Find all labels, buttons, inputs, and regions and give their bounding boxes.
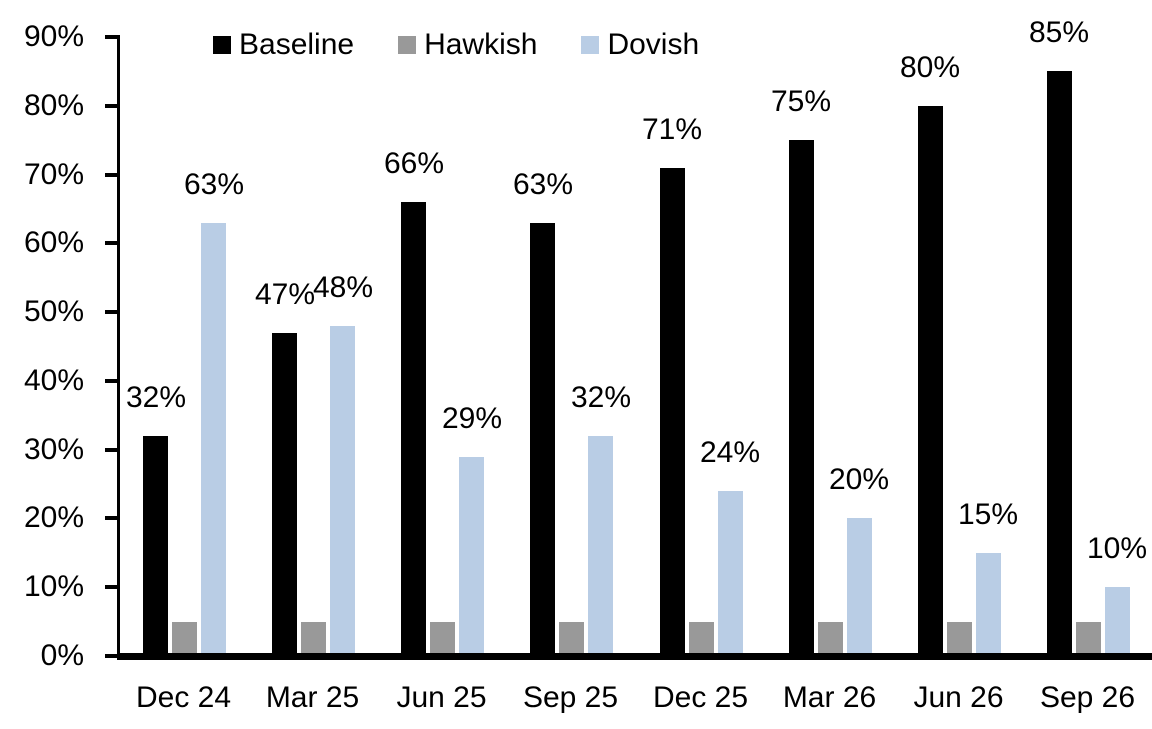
data-label-dovish-mar-25: 48% [312, 271, 374, 304]
x-category-label-dec-25: Dec 25 [652, 681, 749, 714]
legend-item-baseline: Baseline [213, 28, 354, 62]
bar-baseline-jun-25 [401, 202, 426, 653]
y-tick [105, 35, 117, 39]
data-label-dovish-dec-24: 63% [183, 168, 245, 201]
bar-baseline-sep-26 [1047, 71, 1072, 653]
data-label-baseline-dec-24: 32% [125, 381, 187, 414]
y-tick [105, 585, 117, 589]
data-label-baseline-sep-26: 85% [1028, 16, 1090, 49]
data-label-baseline-mar-26: 75% [770, 85, 832, 118]
x-category-label-mar-26: Mar 26 [782, 681, 877, 714]
bar-dovish-dec-25 [718, 491, 743, 653]
bar-hawkish-dec-24 [172, 622, 197, 653]
x-category-label-jun-25: Jun 25 [396, 681, 487, 714]
legend-label-baseline: Baseline [239, 28, 355, 61]
x-axis-line [117, 653, 1152, 660]
data-label-dovish-sep-25: 32% [570, 381, 632, 414]
data-label-baseline-dec-25: 71% [641, 113, 703, 146]
y-axis-tick-label: 90% [23, 20, 84, 53]
data-label-baseline-sep-25: 63% [512, 168, 574, 201]
bar-baseline-sep-25 [530, 223, 555, 653]
bar-baseline-mar-26 [789, 140, 814, 653]
x-category-label-dec-24: Dec 24 [135, 681, 232, 714]
bar-baseline-mar-25 [272, 333, 297, 653]
x-category-label-jun-26: Jun 26 [913, 681, 1004, 714]
bar-dovish-jun-26 [976, 553, 1001, 653]
data-label-dovish-dec-25: 24% [699, 436, 761, 469]
legend-label-hawkish: Hawkish [424, 28, 538, 61]
bar-baseline-dec-24 [143, 436, 168, 653]
data-label-dovish-jun-26: 15% [957, 498, 1019, 531]
data-label-baseline-jun-26: 80% [899, 51, 961, 84]
legend-item-dovish: Dovish [581, 28, 699, 62]
y-axis-tick-label: 40% [23, 364, 84, 397]
legend-swatch-baseline-icon [213, 36, 231, 54]
y-tick [105, 654, 117, 658]
y-tick [105, 448, 117, 452]
bar-hawkish-dec-25 [689, 622, 714, 653]
y-axis-tick-label: 30% [23, 433, 84, 466]
bar-dovish-sep-26 [1105, 587, 1130, 653]
data-label-baseline-jun-25: 66% [383, 147, 445, 180]
bar-hawkish-sep-25 [559, 622, 584, 653]
bar-hawkish-mar-26 [818, 622, 843, 653]
bar-dovish-jun-25 [459, 457, 484, 653]
y-axis-line [117, 35, 120, 660]
legend-item-hawkish: Hawkish [398, 28, 537, 62]
bar-dovish-mar-26 [847, 518, 872, 653]
y-axis-tick-label: 10% [23, 570, 84, 603]
bar-hawkish-jun-26 [947, 622, 972, 653]
x-category-label-sep-25: Sep 25 [522, 681, 619, 714]
bar-baseline-dec-25 [660, 168, 685, 653]
x-category-label-sep-26: Sep 26 [1039, 681, 1136, 714]
legend-swatch-hawkish-icon [398, 36, 417, 54]
y-axis-tick-label: 70% [23, 158, 84, 191]
y-tick [105, 310, 117, 314]
bar-baseline-jun-26 [918, 106, 943, 653]
bar-dovish-dec-24 [201, 223, 226, 653]
y-axis-tick-label: 60% [23, 226, 84, 259]
bar-dovish-mar-25 [330, 326, 355, 653]
legend-label-dovish: Dovish [607, 28, 700, 61]
data-label-dovish-sep-26: 10% [1086, 532, 1148, 565]
y-axis-tick-label: 0% [40, 639, 84, 672]
y-axis-tick-label: 50% [23, 295, 84, 328]
bar-hawkish-jun-25 [430, 622, 455, 653]
y-tick [105, 516, 117, 520]
data-label-baseline-mar-25: 47% [254, 278, 316, 311]
data-label-dovish-mar-26: 20% [828, 463, 890, 496]
bar-dovish-sep-25 [588, 436, 613, 653]
y-tick [105, 379, 117, 383]
y-axis-tick-label: 80% [23, 89, 84, 122]
bar-hawkish-mar-25 [301, 622, 326, 653]
x-category-label-mar-25: Mar 25 [265, 681, 360, 714]
y-tick [105, 104, 117, 108]
chart-legend: Baseline Hawkish Dovish [213, 28, 699, 62]
y-tick [105, 173, 117, 177]
y-axis-tick-label: 20% [23, 501, 84, 534]
data-label-dovish-jun-25: 29% [441, 402, 503, 435]
legend-swatch-dovish-icon [581, 36, 600, 54]
y-tick [105, 241, 117, 245]
bar-hawkish-sep-26 [1076, 622, 1101, 653]
